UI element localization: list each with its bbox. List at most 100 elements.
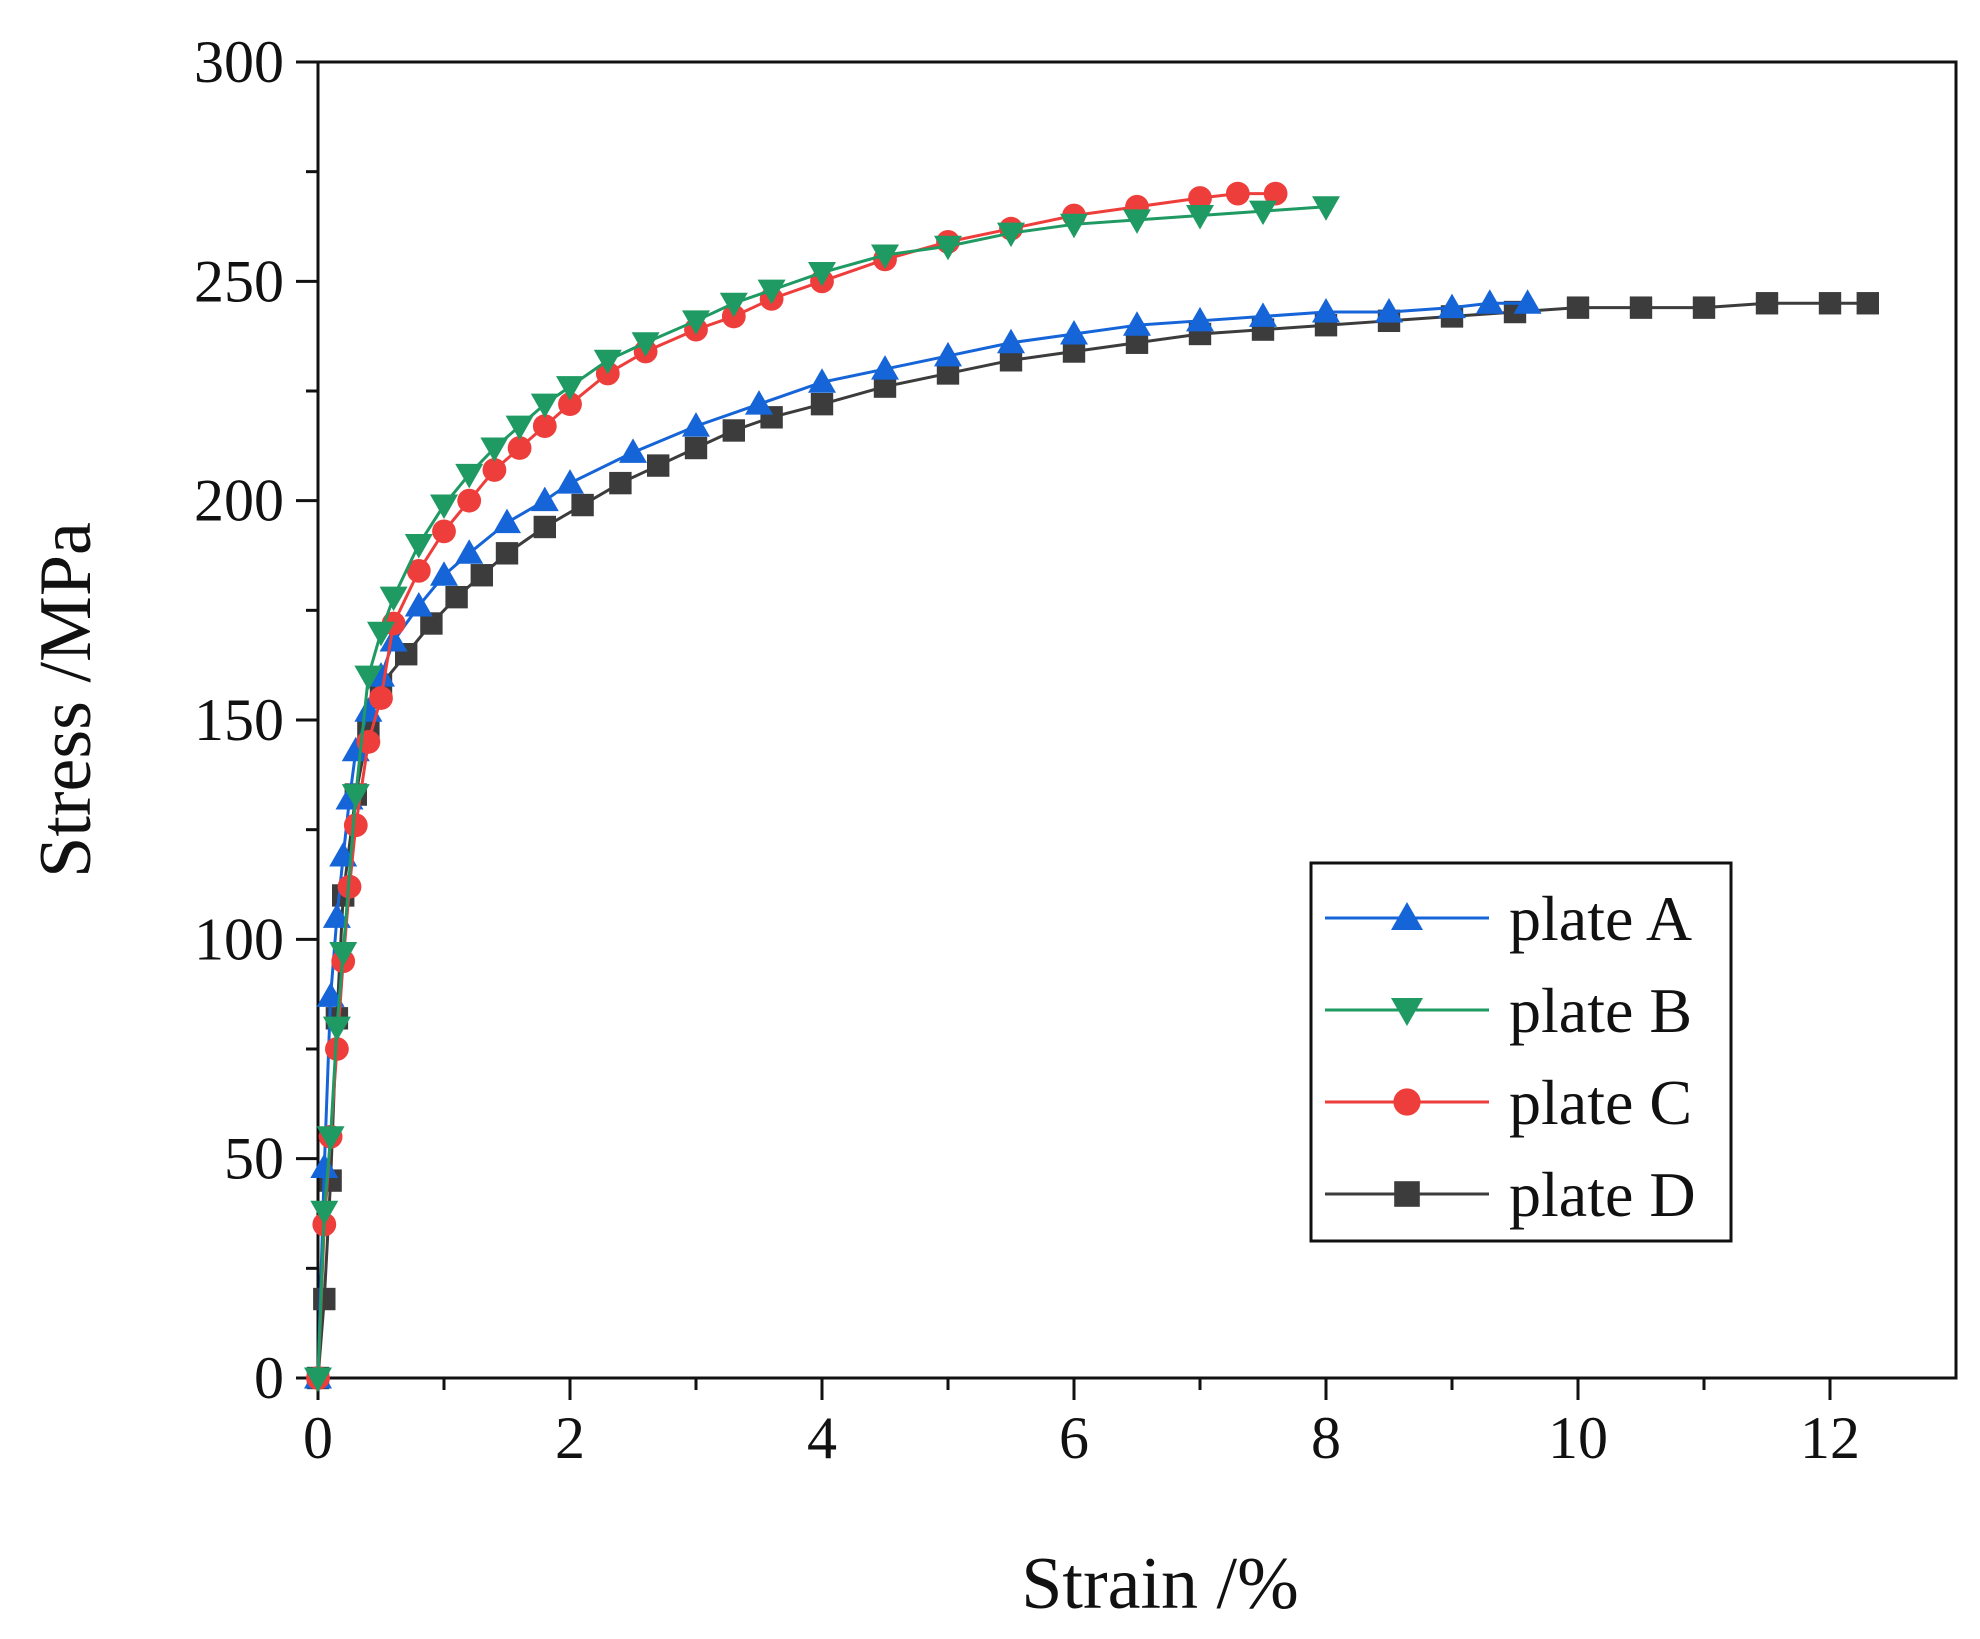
data-point [367,662,395,687]
data-point [316,1126,345,1151]
data-point [369,686,393,710]
data-point [367,621,395,647]
data-point [310,1200,339,1226]
data-point [609,471,632,495]
data-point [1123,311,1151,336]
legend-marker [1391,998,1423,1026]
data-point [507,436,532,460]
data-point [1186,205,1214,230]
data-point [1249,302,1277,327]
x-tick-label: 6 [1059,1405,1089,1471]
data-point [934,341,962,367]
data-point [354,665,383,691]
data-point [1755,292,1779,315]
series-plate-b [304,196,1340,1392]
legend-marker [1391,902,1423,930]
data-point [1125,331,1149,354]
data-point [1312,196,1340,221]
data-point [682,310,710,335]
data-point [530,486,559,512]
data-point [430,561,458,586]
data-point [404,591,433,617]
y-tick-label: 250 [194,248,284,314]
data-point [873,375,897,398]
y-axis-title: Stress /MPa [25,522,107,878]
data-point [379,627,408,652]
x-tick-label: 8 [1311,1405,1341,1471]
x-axis-title: Strain /% [1021,1543,1298,1625]
data-point [593,349,622,375]
legend-label: plate A [1509,883,1692,954]
data-point [1856,292,1879,315]
legend-label: plate B [1509,975,1692,1046]
data-point [470,564,493,587]
data-point [722,419,745,442]
data-point [310,1153,339,1178]
x-tick-label: 0 [303,1405,333,1471]
data-point [808,368,836,393]
data-point [341,736,370,762]
data-point [1060,213,1088,239]
data-point [316,982,345,1007]
data-point [379,586,408,612]
data-point [1123,209,1151,234]
data-point [493,508,521,534]
data-point [404,534,433,559]
x-tick-label: 2 [555,1405,585,1471]
legend-label: plate C [1509,1067,1692,1138]
data-point [343,813,368,838]
data-point [556,376,584,401]
data-point [432,519,456,544]
data-point [1513,289,1542,314]
data-point [533,515,556,539]
data-point [1818,292,1842,315]
data-point [1375,298,1403,323]
data-point [1629,296,1653,319]
y-tick-label: 50 [224,1126,284,1192]
data-point [1060,319,1088,345]
data-point [480,437,509,463]
data-point [810,392,834,416]
series-line [316,192,1276,1379]
data-point [1225,181,1250,206]
data-point [997,328,1025,354]
legend-marker [1394,1181,1420,1207]
data-point [341,784,370,809]
data-point [556,469,584,494]
data-point [1062,340,1086,363]
data-point [430,494,458,520]
data-point [1263,181,1288,206]
data-point [1475,289,1504,314]
legend-label: plate D [1509,1159,1696,1230]
data-point [1566,296,1590,319]
y-tick-label: 100 [194,906,284,972]
data-point [682,412,710,437]
data-point [482,458,507,482]
data-point [684,436,708,460]
x-tick-label: 10 [1548,1405,1608,1471]
data-point [455,539,484,564]
data-point [532,414,557,438]
y-tick-label: 0 [254,1345,284,1411]
data-point [530,393,559,419]
data-point [457,488,482,513]
data-point [719,292,748,318]
data-point [871,244,899,270]
legend-box [1309,861,1733,1243]
data-point [304,1367,332,1392]
legend-item: plate C [1325,1067,1692,1138]
data-point [934,235,962,261]
data-point [1692,296,1716,319]
legend-item: plate A [1325,883,1692,954]
data-point [999,349,1023,372]
y-tick-label: 300 [194,29,284,95]
data-point [1249,200,1277,226]
data-point [558,392,582,417]
series-plate-c [306,181,1288,1390]
series-layer [304,181,1879,1392]
data-point [406,558,431,583]
data-point [495,542,519,565]
data-point [631,332,660,357]
legend-marker [1393,1088,1421,1116]
